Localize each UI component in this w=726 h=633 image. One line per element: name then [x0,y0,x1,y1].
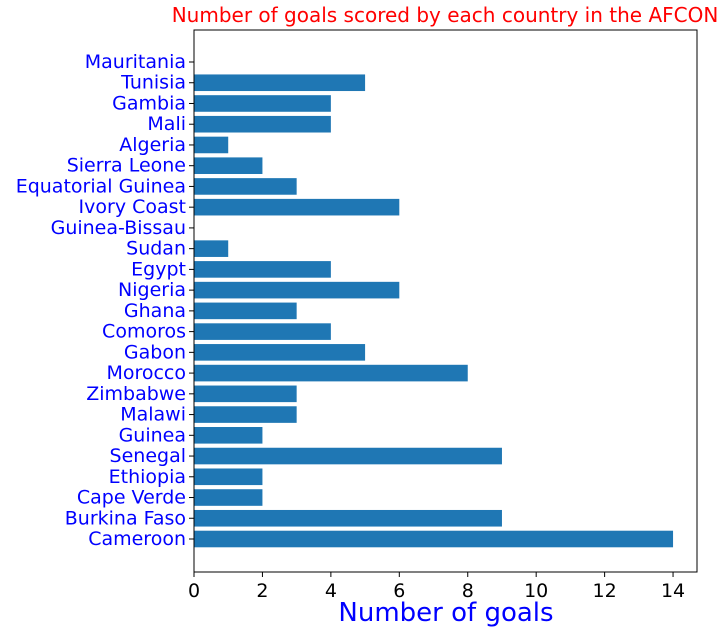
category-label: Comoros [102,321,186,343]
category-label: Ethiopia [109,466,186,488]
category-label: Algeria [119,134,186,156]
plot-area-frame [193,29,698,573]
bar-burkina-faso [194,509,502,527]
bars-layer [194,74,674,548]
x-tick-label: 0 [188,580,200,602]
bar-egypt [194,261,331,278]
category-label: Egypt [131,258,186,280]
bar-nigeria [194,281,400,299]
category-label: Gambia [112,92,186,114]
bar-ethiopia [194,468,263,486]
bar-equatorial-guinea [194,178,297,195]
category-label: Guinea-Bissau [51,217,186,239]
x-tick-label: 6 [393,580,405,602]
bar-sudan [194,240,229,257]
chart-title: Number of goals scored by each country i… [172,3,719,27]
category-label: Nigeria [118,279,186,301]
category-label: Sudan [126,238,186,260]
bar-cameroon [194,530,674,548]
category-label: Burkina Faso [65,507,186,529]
bar-zimbabwe [194,385,297,403]
category-label: Guinea [119,424,186,446]
bar-gambia [194,95,331,112]
x-axis-ticks: 0 2 4 6 8 10 12 14 [188,572,685,602]
category-label: Zimbabwe [86,383,186,405]
x-tick-label: 2 [256,580,268,602]
bar-morocco [194,364,468,382]
x-tick-label: 8 [462,580,474,602]
category-label: Mali [147,113,186,135]
bar-cape-verde [194,489,263,506]
bar-malawi [194,406,297,423]
bar-tunisia [194,74,366,92]
category-label: Tunisia [120,72,186,94]
bar-mali [194,115,331,133]
bar-ivory-coast [194,198,400,216]
bar-sierra-leone [194,157,263,174]
category-label: Morocco [106,362,186,384]
x-axis-label: Number of goals [338,598,553,628]
category-label: Sierra Leone [67,155,186,177]
category-label: Ghana [124,300,186,322]
x-tick-label: 14 [661,580,685,602]
bar-gabon [194,344,366,361]
x-tick-label: 4 [325,580,337,602]
x-tick-label: 10 [524,580,548,602]
category-label: Malawi [120,404,186,426]
category-label: Cameroon [88,528,186,550]
bar-comoros [194,323,331,340]
bar-senegal [194,447,502,465]
x-tick-label: 12 [593,580,617,602]
category-label: Mauritania [85,51,186,73]
bar-ghana [194,302,297,320]
category-label: Ivory Coast [79,196,186,218]
category-label: Cape Verde [77,487,186,509]
category-label: Senegal [110,445,186,467]
category-label: Gabon [124,341,186,363]
category-label: Equatorial Guinea [16,175,186,197]
bar-guinea [194,427,263,444]
bar-algeria [194,136,229,154]
